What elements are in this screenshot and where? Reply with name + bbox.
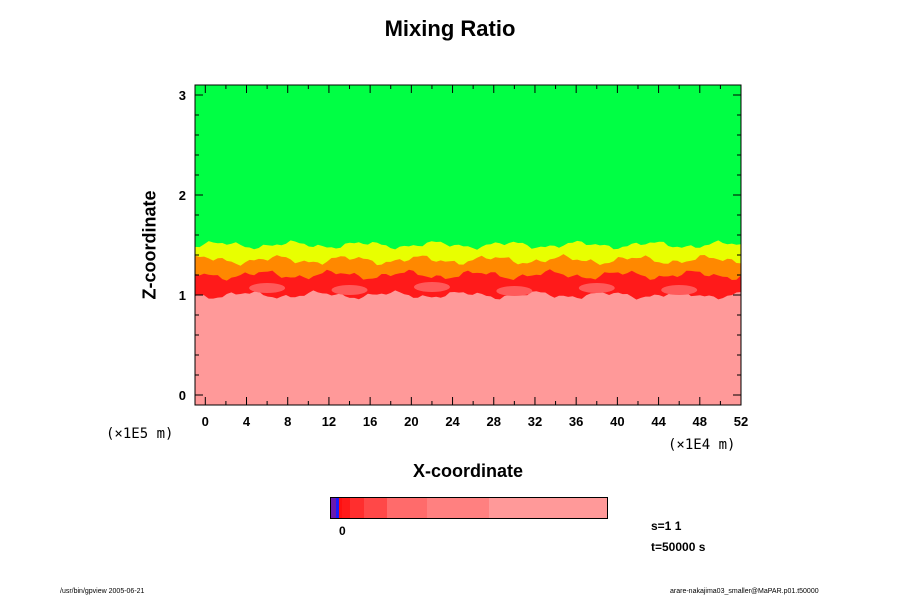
- mixing-patch-2: [413, 282, 450, 292]
- x-tick-label-12: 48: [693, 414, 707, 429]
- y-tick-label-1: 1: [179, 288, 186, 303]
- info-s: s=1 1: [651, 519, 682, 533]
- colorbar-segment-8: [489, 498, 607, 518]
- x-axis-scale: (×1E4 m): [668, 437, 736, 453]
- y-tick-label-2: 2: [179, 188, 186, 203]
- heatmap-region-lower: [195, 290, 741, 405]
- x-tick-label-4: 16: [363, 414, 377, 429]
- colorbar: [330, 497, 608, 519]
- x-tick-label-13: 52: [734, 414, 748, 429]
- y-tick-label-0: 0: [179, 388, 186, 403]
- colorbar-segment-6: [387, 498, 427, 518]
- colorbar-label: 0: [339, 524, 346, 538]
- colorbar-segment-7: [426, 498, 490, 518]
- x-axis-label: X-coordinate: [412, 461, 524, 481]
- colorbar-segment-0: [331, 498, 336, 518]
- mixing-patch-1: [331, 285, 368, 295]
- chart-title: Mixing Ratio: [384, 16, 516, 41]
- mixing-patch-4: [578, 283, 615, 293]
- x-tick-label-6: 24: [445, 414, 460, 429]
- info-t: t=50000 s: [651, 540, 706, 554]
- plot-frame: [194, 84, 742, 406]
- x-tick-label-9: 36: [569, 414, 583, 429]
- y-tick-label-3: 3: [179, 88, 186, 103]
- x-tick-label-3: 12: [322, 414, 336, 429]
- x-tick-label-0: 0: [202, 414, 209, 429]
- x-tick-label-8: 32: [528, 414, 542, 429]
- x-tick-label-7: 28: [487, 414, 501, 429]
- mixing-patch-0: [249, 283, 286, 293]
- x-tick-label-5: 20: [404, 414, 418, 429]
- footer-left: /usr/bin/gpview 2005-06-21: [60, 588, 145, 595]
- x-tick-label-11: 44: [651, 414, 666, 429]
- colorbar-segment-5: [363, 498, 388, 518]
- x-tick-label-2: 8: [284, 414, 291, 429]
- y-axis-scale: (×1E5 m): [106, 426, 174, 442]
- footer-right: arare-nakajima03_smaller@MaPAR.p01.t5000…: [670, 588, 819, 595]
- mixing-patch-3: [496, 286, 533, 296]
- x-tick-label-1: 4: [243, 414, 251, 429]
- mixing-patch-5: [661, 285, 698, 295]
- x-tick-label-10: 40: [610, 414, 624, 429]
- colorbar-segment-4: [349, 498, 364, 518]
- colorbar-segment-2: [338, 498, 342, 518]
- colorbar-segment-1: [335, 498, 339, 518]
- colorbar-segment-3: [341, 498, 350, 518]
